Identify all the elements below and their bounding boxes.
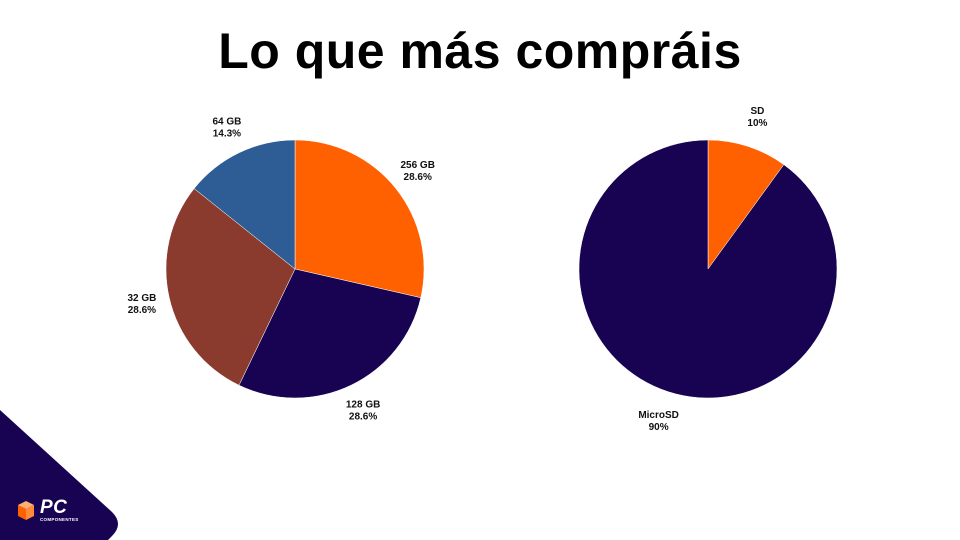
pie-slice-sd [707, 139, 785, 270]
slice-label-sd: SD 10% [747, 106, 767, 129]
logo-sub-text: COMPONENTES [40, 517, 79, 522]
page-title: Lo que más compráis [218, 23, 742, 79]
slice-label-32-gb: 32 GB 28.6% [127, 293, 156, 316]
slice-label-64-gb: 64 GB 14.3% [212, 117, 241, 140]
pie-slice-64-gb [193, 139, 296, 270]
pie-slice-microsd [578, 139, 838, 399]
logo-mark-text: PC [40, 497, 68, 518]
pie-slice-32-gb [165, 188, 296, 386]
slice-label-128-gb: 128 GB 28.6% [346, 400, 380, 423]
pc-componentes-logo: PC COMPONENTES [16, 497, 106, 525]
slice-label-microsd: MicroSD 90% [638, 410, 679, 433]
box-icon [18, 501, 34, 520]
slice-label-256-gb: 256 GB 28.6% [400, 160, 434, 183]
pie-slice-256-gb [294, 139, 425, 299]
pie-slice-128-gb [238, 268, 422, 399]
